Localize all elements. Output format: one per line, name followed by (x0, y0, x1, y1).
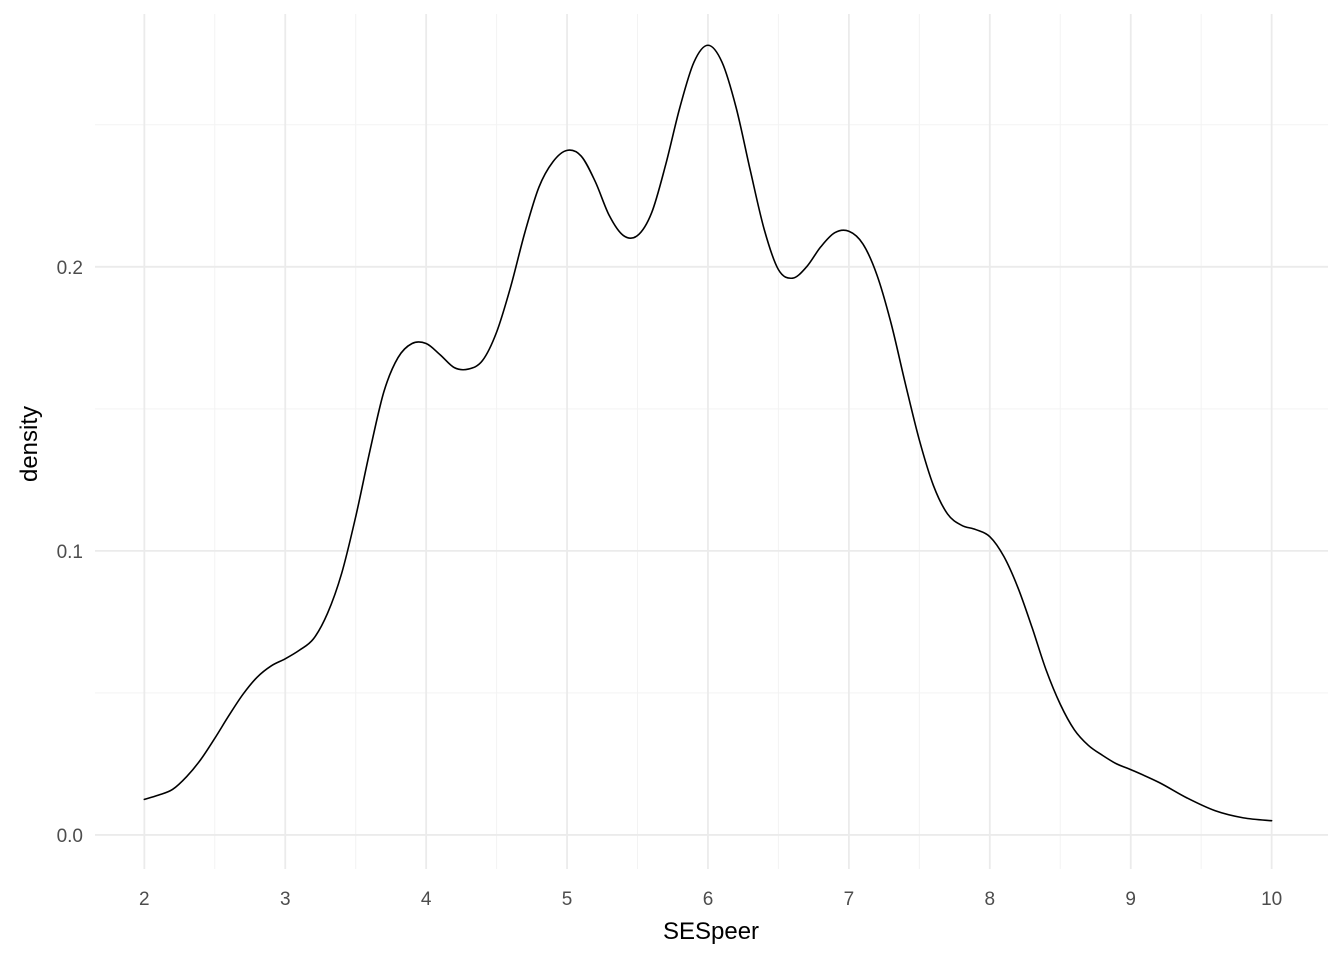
y-axis-tick-labels: 0.0 0.1 0.2 (57, 258, 83, 847)
x-tick-label-1: 3 (280, 889, 291, 910)
y-axis-title: density (16, 406, 43, 482)
x-tick-label-5: 7 (844, 889, 855, 910)
density-curve-0 (143, 44, 1273, 822)
x-tick-label-6: 8 (985, 889, 996, 910)
x-tick-label-4: 6 (703, 889, 714, 910)
x-axis-title: SESpeer (663, 918, 759, 945)
y-tick-label-0: 0.0 (57, 826, 83, 847)
x-tick-label-7: 9 (1125, 889, 1136, 910)
x-tick-label-0: 2 (139, 889, 150, 910)
y-tick-label-1: 0.1 (57, 542, 83, 563)
density-curve-layer (143, 44, 1273, 822)
x-tick-label-8: 10 (1261, 889, 1282, 910)
x-tick-label-3: 5 (562, 889, 573, 910)
x-tick-label-2: 4 (421, 889, 432, 910)
major-gridlines (95, 14, 1328, 869)
minor-gridlines (95, 14, 1328, 869)
y-tick-label-2: 0.2 (57, 258, 83, 279)
x-axis-tick-labels: 2 3 4 5 6 7 8 9 10 (139, 889, 1282, 910)
